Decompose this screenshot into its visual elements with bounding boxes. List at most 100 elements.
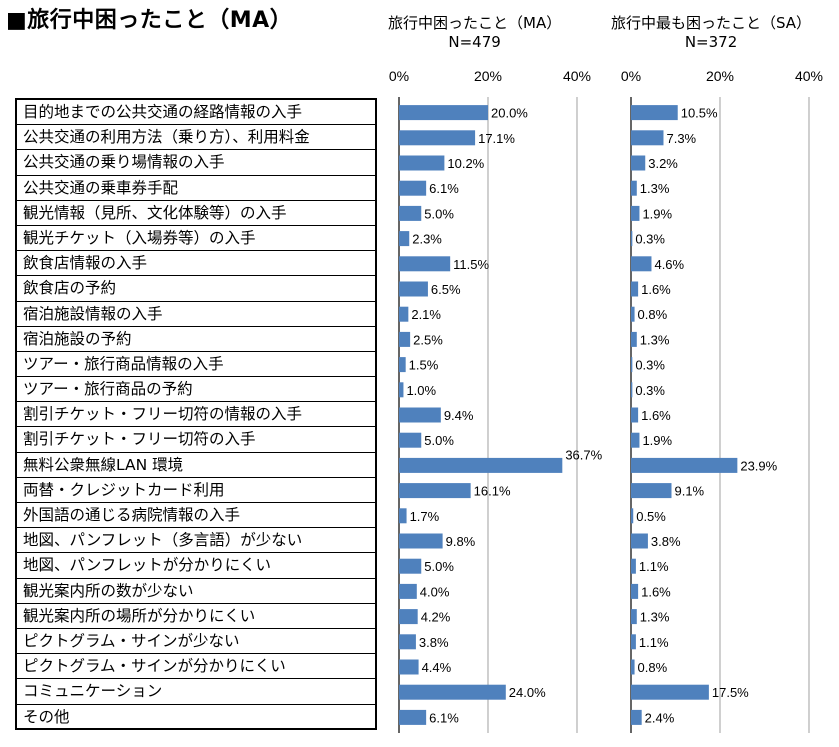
chart-1-value-label: 4.4% xyxy=(422,660,452,675)
chart-1-bar xyxy=(399,684,506,700)
chart-2-bar xyxy=(631,231,633,247)
chart-1-bar xyxy=(399,457,563,473)
chart-1-value-label: 9.8% xyxy=(446,534,476,549)
chart-1-bar xyxy=(399,281,428,297)
chart-1-bar xyxy=(399,105,488,121)
chart-1-value-label: 2.5% xyxy=(413,332,443,347)
page-title: ■旅行中困ったこと（MA） xyxy=(6,8,293,33)
chart-2-bar xyxy=(631,583,639,599)
chart-2-value-label: 1.3% xyxy=(640,332,670,347)
chart-1-title: 旅行中困ったこと（MA） N=479 xyxy=(388,14,561,52)
chart-1-value-label: 17.1% xyxy=(478,131,515,146)
chart-2-title: 旅行中最も困ったこと（SA） N=372 xyxy=(611,14,811,52)
chart-1-value-label: 4.2% xyxy=(421,610,451,625)
category-label: 無料公衆無線LAN 環境 xyxy=(17,453,375,478)
chart-2-value-label: 2.4% xyxy=(645,710,675,725)
chart-2-value-label: 1.3% xyxy=(640,181,670,196)
chart-1-value-label: 20.0% xyxy=(491,106,528,121)
category-label: 外国語の通じる病院情報の入手 xyxy=(17,503,375,529)
chart-1-value-label: 1.0% xyxy=(406,383,436,398)
chart-1-value-label: 9.4% xyxy=(444,408,474,423)
chart-1-tick-label: 0% xyxy=(389,68,409,84)
chart-1-bar xyxy=(399,432,422,448)
chart-2-bar xyxy=(631,432,640,448)
category-label: 観光案内所の場所が分かりにくい xyxy=(17,604,375,629)
chart-2-bar xyxy=(631,130,664,146)
chart-1-value-label: 4.0% xyxy=(420,584,450,599)
chart-1-bar xyxy=(399,155,445,171)
chart-1-value-label: 2.3% xyxy=(412,232,442,247)
chart-2-value-label: 1.9% xyxy=(642,433,672,448)
chart-1-bar xyxy=(399,407,441,423)
chart-1-tick-label: 40% xyxy=(563,68,591,84)
chart-2-bar xyxy=(631,357,633,373)
chart-1-bar xyxy=(399,306,409,322)
chart-1-value-label: 1.7% xyxy=(410,509,440,524)
category-label: 両替・クレジットカード利用 xyxy=(17,478,375,503)
chart-1-value-label: 24.0% xyxy=(509,685,546,700)
chart-1-value-label: 6.5% xyxy=(431,282,461,297)
chart-2-value-label: 17.5% xyxy=(712,685,749,700)
category-label: 公共交通の乗り場情報の入手 xyxy=(17,150,375,176)
category-label: ピクトグラム・サインが少ない xyxy=(17,629,375,655)
chart-1-value-label: 10.2% xyxy=(447,156,484,171)
chart-2-value-label: 0.3% xyxy=(635,232,665,247)
chart-1-value-label: 36.7% xyxy=(565,447,602,462)
category-label: 公共交通の乗車券手配 xyxy=(17,176,375,201)
category-label: 宿泊施設の予約 xyxy=(17,327,375,352)
chart-1-value-label: 3.8% xyxy=(419,635,449,650)
chart-2-bar xyxy=(631,180,637,196)
chart-2-value-label: 4.6% xyxy=(654,257,684,272)
chart-2-value-label: 0.3% xyxy=(635,383,665,398)
chart-2-bar xyxy=(631,382,633,398)
chart-2-bar xyxy=(631,281,639,297)
chart-1-bar xyxy=(399,609,418,625)
chart-2-value-label: 0.8% xyxy=(638,660,668,675)
category-label: 公共交通の利用方法（乗り方）、利用料金 xyxy=(17,125,375,151)
chart-1-bar xyxy=(399,331,411,347)
chart-1-value-label: 5.0% xyxy=(424,559,454,574)
category-label: ツアー・旅行商品情報の入手 xyxy=(17,352,375,378)
chart-2-title-text: 旅行中最も困ったこと（SA） xyxy=(611,14,812,32)
category-label: 飲食店の予約 xyxy=(17,276,375,302)
chart-1-bar xyxy=(399,583,417,599)
chart-2-value-label: 1.9% xyxy=(642,206,672,221)
chart-2-bar xyxy=(631,205,640,221)
chart-1-value-label: 16.1% xyxy=(474,484,511,499)
chart-1-value-label: 6.1% xyxy=(429,181,459,196)
chart-2-value-label: 23.9% xyxy=(740,458,777,473)
chart-2-bar xyxy=(631,331,637,347)
chart-1-value-label: 2.1% xyxy=(411,307,441,322)
chart-2-bar xyxy=(631,155,646,171)
chart-2-value-label: 1.1% xyxy=(639,635,669,650)
chart-2-bar xyxy=(631,105,678,121)
chart-1-bar xyxy=(399,256,451,272)
chart-1-value-label: 5.0% xyxy=(424,206,454,221)
chart-2-bar xyxy=(631,558,636,574)
chart-2-tick-label: 40% xyxy=(795,68,823,84)
chart-1-bar xyxy=(399,205,422,221)
chart-2-bar xyxy=(631,457,738,473)
chart-1-value-label: 11.5% xyxy=(453,257,489,272)
chart-1-value-label: 5.0% xyxy=(424,433,454,448)
chart-1-bar xyxy=(399,709,427,725)
chart-2-tick-label: 20% xyxy=(706,68,734,84)
chart-1-sample-size: N=479 xyxy=(448,33,501,51)
chart-1-bar xyxy=(399,533,443,549)
chart-2-value-label: 3.2% xyxy=(648,156,678,171)
chart-1-bar xyxy=(399,558,422,574)
chart-1-value-label: 6.1% xyxy=(429,710,459,725)
chart-1-bar xyxy=(399,231,410,247)
chart-2-bar xyxy=(631,709,642,725)
category-label: 目的地までの公共交通の経路情報の入手 xyxy=(17,100,375,126)
category-label: 観光案内所の数が少ない xyxy=(17,579,375,604)
chart-1-title-text: 旅行中困ったこと（MA） xyxy=(388,14,562,32)
chart-1-bar xyxy=(399,508,407,524)
category-label: 地図、パンフレット（多言語）が少ない xyxy=(17,528,375,554)
chart-2-value-label: 1.6% xyxy=(641,584,671,599)
chart-2-value-label: 1.1% xyxy=(639,559,669,574)
chart-2-bar xyxy=(631,684,709,700)
category-label: ツアー・旅行商品の予約 xyxy=(17,377,375,403)
chart-2-bar xyxy=(631,508,634,524)
chart-2-value-label: 0.5% xyxy=(636,509,666,524)
